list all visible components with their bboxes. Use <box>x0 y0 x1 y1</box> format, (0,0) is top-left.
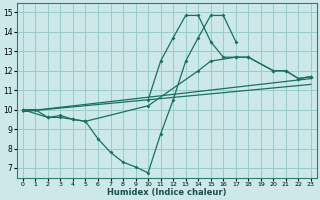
X-axis label: Humidex (Indice chaleur): Humidex (Indice chaleur) <box>107 188 227 197</box>
